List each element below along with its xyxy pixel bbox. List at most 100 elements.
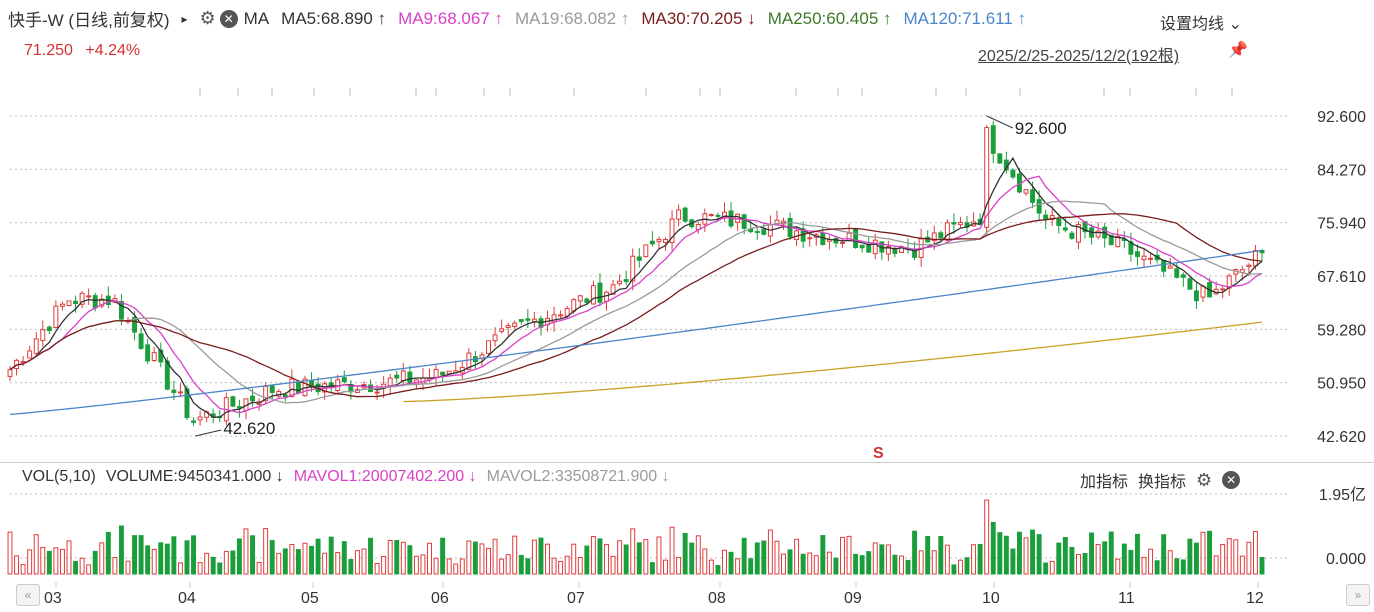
volume-bar <box>584 545 590 575</box>
settings-ma-button[interactable]: 设置均线 ⌄ <box>1160 10 1242 34</box>
last-price: 71.250 <box>24 42 73 59</box>
volume-bar <box>1246 541 1252 575</box>
candle-body <box>518 319 524 322</box>
volume-bar <box>912 530 918 575</box>
scroll-right-button[interactable]: » <box>1346 584 1370 606</box>
candle-body <box>1180 274 1186 278</box>
add-indicator-button[interactable]: 加指标 <box>1080 474 1129 491</box>
volume-bar <box>1082 553 1088 575</box>
candle-body <box>40 329 46 341</box>
candle-body <box>1174 268 1180 278</box>
candle-body <box>656 238 662 243</box>
volume-bar <box>630 528 636 575</box>
date-range[interactable]: 2025/2/25-2025/12/2(192根) <box>978 48 1180 65</box>
volume-bar <box>295 549 301 575</box>
candle-body <box>853 229 859 248</box>
volume-bar <box>204 552 210 575</box>
event-marker: ⁞ <box>1194 86 1198 99</box>
quote: 71.250 +4.24% <box>24 42 148 60</box>
volume-bar <box>184 540 190 575</box>
volume-bar <box>577 557 583 575</box>
volume-bar <box>872 542 878 575</box>
candle-body <box>1030 189 1036 203</box>
candle-body <box>944 222 950 241</box>
volume-bar <box>984 499 990 575</box>
volume-bar <box>158 542 164 575</box>
volume-bar <box>322 552 328 575</box>
pin-icon[interactable]: 📌 <box>1228 42 1248 59</box>
volume-bar <box>1089 532 1095 575</box>
close-icon[interactable]: ✕ <box>219 9 238 28</box>
volume-bar <box>309 545 314 575</box>
volume-bar <box>1049 560 1055 575</box>
chevron-down-icon: ⌄ <box>1228 16 1242 33</box>
volume-bar <box>505 554 511 575</box>
volume-bar <box>715 565 721 575</box>
expand-arrow-icon[interactable]: ▸ <box>181 11 188 26</box>
volume-bar <box>1180 559 1186 575</box>
volume-bar <box>512 535 518 575</box>
volume-bar <box>1075 553 1081 575</box>
gear-icon[interactable]: ⚙ <box>1196 469 1213 490</box>
chart-header: 快手-W (日线,前复权) ▸ ⚙ ✕ MA MA5:68.890 ↑ MA9:… <box>8 6 1038 31</box>
volume-bar <box>649 562 655 575</box>
candle-body <box>558 314 564 317</box>
volume-bar <box>1252 530 1258 575</box>
volume-bar <box>381 555 387 575</box>
switch-indicator-button[interactable]: 换指标 <box>1138 474 1187 491</box>
close-icon[interactable]: ✕ <box>1222 471 1241 489</box>
volume-bar <box>604 543 609 575</box>
volume-bar <box>748 558 754 575</box>
volume-bar <box>7 531 13 575</box>
volume-bar <box>40 546 46 575</box>
volume-bar <box>538 537 544 575</box>
signal-marker: S <box>873 445 884 462</box>
volume-bar <box>820 535 826 575</box>
volume-bar <box>925 536 931 575</box>
candle-body <box>715 214 721 217</box>
candle-body <box>79 292 85 305</box>
volume-bar <box>1167 550 1173 575</box>
volume-bar <box>282 548 288 575</box>
ma5-line <box>9 156 1263 418</box>
candle-body <box>492 334 498 342</box>
volume-bar <box>571 543 577 575</box>
mavol1-value: MAVOL1:20007402.200 ↓ <box>293 468 477 485</box>
x-tick-label: 09 <box>844 590 862 607</box>
candle-body <box>663 239 668 243</box>
volume-bar <box>846 535 852 575</box>
volume-bar <box>951 564 957 575</box>
stock-name[interactable]: 快手-W (日线,前复权) <box>8 11 170 30</box>
volume-bar <box>551 557 557 575</box>
candle-body <box>407 371 413 384</box>
volume-bar <box>413 555 419 575</box>
gear-icon[interactable]: ⚙ <box>199 8 216 28</box>
y-tick-label: 92.600 <box>1317 109 1366 126</box>
candle-body <box>597 282 603 303</box>
scroll-left-button[interactable]: « <box>16 584 40 606</box>
volume-bar <box>164 543 170 575</box>
candle-body <box>866 243 872 253</box>
volume-bar <box>1016 531 1022 575</box>
volume-bar <box>73 560 79 575</box>
candle-body <box>938 232 944 239</box>
volume-bar <box>525 558 531 575</box>
volume-bar <box>217 562 223 575</box>
x-tick-label: 03 <box>44 590 62 607</box>
candle-body <box>99 298 105 307</box>
candle-body <box>177 391 183 394</box>
volume-bar <box>918 550 924 575</box>
candle-body <box>118 300 124 320</box>
volume-bar <box>14 555 20 575</box>
candle-body <box>761 229 767 235</box>
change-pct: +4.24% <box>85 42 141 59</box>
volume-bar <box>885 544 891 575</box>
event-marker: ⁞ <box>236 86 240 99</box>
candle-body <box>433 368 439 378</box>
volume-bar <box>223 550 229 575</box>
candle-body <box>138 333 144 349</box>
candle-body <box>440 371 446 376</box>
volume-bar <box>1003 535 1009 575</box>
volume-bar <box>1193 542 1199 575</box>
